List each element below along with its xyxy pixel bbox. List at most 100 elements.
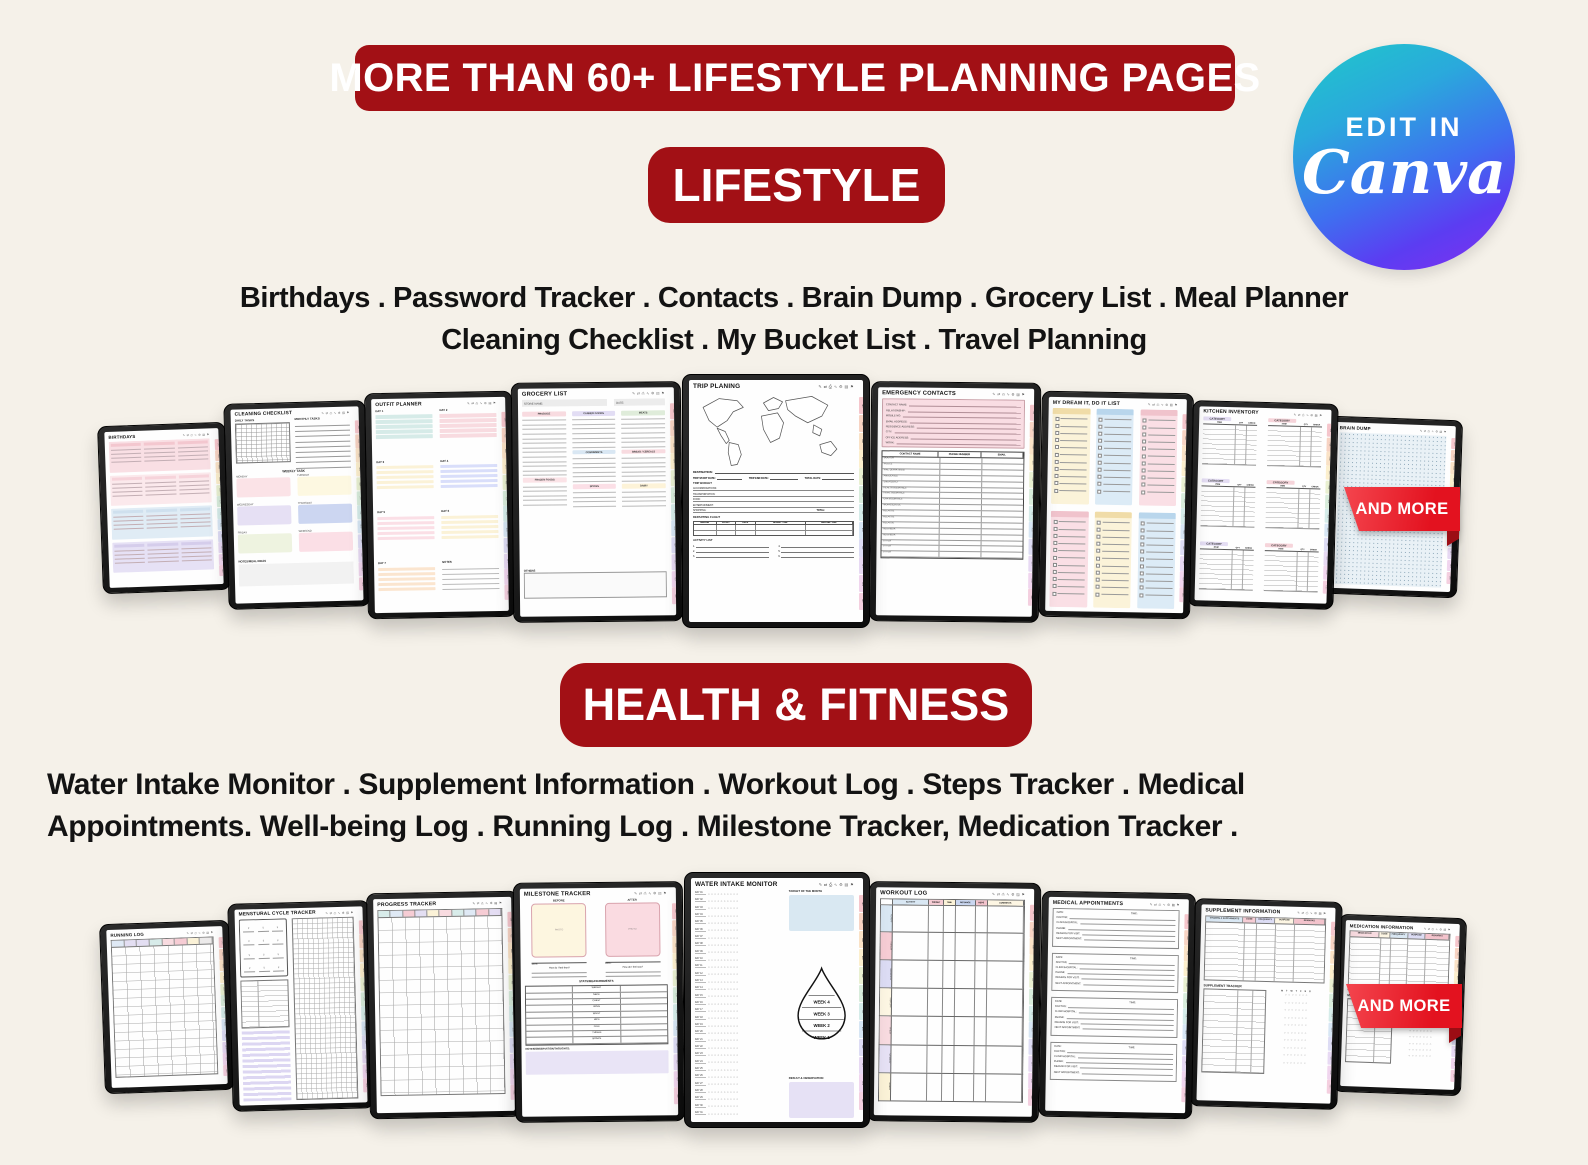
lifestyle-banner: LIFESTYLE bbox=[648, 147, 945, 223]
health-page-list: Water Intake Monitor . Supplement Inform… bbox=[47, 764, 1487, 848]
month-tab: JAN bbox=[354, 419, 360, 434]
month-tab: APR bbox=[672, 953, 677, 970]
month-tab: DEC bbox=[1179, 587, 1184, 603]
month-tab: APR bbox=[508, 959, 513, 975]
month-tab: DEC bbox=[1326, 1079, 1332, 1094]
month-tab: APR bbox=[1029, 455, 1034, 472]
svg-text:WEEK 4: WEEK 4 bbox=[813, 1000, 830, 1005]
month-tab: AUG bbox=[1182, 1024, 1187, 1040]
month-tab: JUL bbox=[357, 505, 362, 520]
month-tab: AUG bbox=[361, 1020, 366, 1035]
page-toolbar-icons: ✎ ⇄ ⎙ ∿ ⚙ ▤ ⚑ bbox=[818, 384, 854, 389]
tablet-screen: EMERGENCY CONTACTS ✎ ⇄ ⎙ ∿ ⚙ ▤ ⚑ JAN FEB MAR… bbox=[875, 387, 1035, 617]
month-tab: MAR bbox=[355, 448, 360, 463]
and-more-ribbon-lifestyle: AND MORE bbox=[1344, 487, 1460, 546]
month-tab: AUG bbox=[859, 521, 863, 539]
month-tab: DEC bbox=[358, 576, 364, 591]
month-tab: JAN bbox=[669, 403, 675, 420]
month-tab: SEP bbox=[361, 1035, 367, 1050]
month-tab: JAN bbox=[671, 903, 677, 920]
month-tab: SEP bbox=[1182, 1040, 1187, 1056]
month-tab: DEC bbox=[859, 592, 863, 610]
month-tab: FEB bbox=[859, 913, 863, 931]
page-toolbar-icons: ✎ ⇄ ⎙ ∿ ⚙ ▤ ⚑ bbox=[634, 891, 667, 896]
page-toolbar-icons: ✎ ⇄ ⎙ ∿ ⚙ ▤ ⚑ bbox=[186, 929, 214, 935]
health-fitness-banner: HEALTH & FITNESS bbox=[560, 663, 1032, 747]
month-tab: MAR bbox=[859, 432, 863, 450]
month-tab: NOV bbox=[1028, 1072, 1033, 1089]
month-tab: FEB bbox=[1326, 437, 1331, 452]
month-tab: SEP bbox=[673, 1037, 678, 1054]
month-tab: JUL bbox=[1182, 1008, 1187, 1024]
tablet-page-title: BRAIN DUMP bbox=[1339, 425, 1371, 432]
tablet-page-title: MY DREAM IT, DO IT LIST bbox=[1052, 399, 1121, 408]
month-tab: MAR bbox=[359, 948, 364, 963]
month-tab: DEC bbox=[504, 585, 509, 601]
tablet-grocery-list: GROCERY LIST ✎ ⇄ ⎙ ∿ ⚙ ▤ ⚑ JAN FEB MAR APR MAY… bbox=[510, 381, 684, 623]
month-tab: SEP bbox=[671, 537, 676, 554]
month-tab: MAR bbox=[1330, 950, 1335, 965]
month-tab: AUG bbox=[221, 1018, 226, 1030]
month-tab: MAY bbox=[1329, 979, 1334, 993]
month-tab: FEB bbox=[355, 434, 360, 448]
month-tab: NOV bbox=[1446, 559, 1452, 572]
tablet-page-body bbox=[108, 438, 215, 583]
tablet-outfit-planner: OUTFIT PLANNER ✎ ⇄ ⎙ ∿ ⚙ ▤ ⚑ JAN FEB MAR APR M… bbox=[364, 390, 516, 620]
month-tab: DEC bbox=[1322, 580, 1328, 595]
month-tab: AUG bbox=[1180, 524, 1185, 540]
month-tab: FEB bbox=[1454, 947, 1460, 960]
month-tab: OCT bbox=[673, 1054, 678, 1071]
month-tab: APR bbox=[502, 459, 507, 475]
month-tab: OCT bbox=[222, 1041, 227, 1053]
month-tab: MAR bbox=[672, 936, 677, 953]
month-tab: AUG bbox=[671, 520, 676, 537]
month-tab: JUN bbox=[220, 995, 226, 1007]
month-tab: DEC bbox=[673, 1087, 679, 1104]
month-tab: JUN bbox=[356, 491, 362, 506]
month-tab: JAN bbox=[501, 411, 506, 428]
month-tab: DEC bbox=[1450, 1069, 1455, 1082]
tablet-page-body bbox=[377, 907, 506, 1109]
page-toolbar-icons: ✎ ⇄ ⎙ ∿ ⚙ ▤ ⚑ bbox=[1293, 412, 1323, 418]
tablet-page-body: DAY 01 ○ ○ ○ ○ ○ ○ ○ ○ ○ ○ DAY 02 ○ ○ ○ ○ ○… bbox=[695, 890, 854, 1118]
month-tab: NOV bbox=[1323, 565, 1328, 580]
tablet-screen: RUNNING LOG ✎ ⇄ ⎙ ∿ ⚙ ▤ ⚑ JAN FEB MAR APR MAY J… bbox=[106, 926, 228, 1088]
tablet-page-title: MEDICAL APPOINTMENTS bbox=[1052, 899, 1124, 908]
tablet-cleaning-checklist: CLEANING CHECKLIST ✎ ⇄ ⎙ ∿ ⚙ ▤ ⚑ JAN FEB MAR… bbox=[223, 400, 371, 610]
month-tab: MAR bbox=[507, 943, 513, 959]
month-tab: APR bbox=[670, 453, 675, 470]
month-tab: JAN bbox=[1029, 404, 1035, 421]
month-tab: JUN bbox=[502, 490, 508, 506]
tablet-page-body: ACTIVITY WEIGHT TIME DISTANCE REPS COMMENTS MO… bbox=[877, 898, 1026, 1113]
month-tab: MAY bbox=[502, 474, 507, 491]
tablet-screen: MENSTURAL CYCLE TRACKER ✎ ⇄ ⎙ ∿ ⚙ ▤ ⚑ JAN F… bbox=[234, 906, 368, 1106]
month-tab: APR bbox=[1449, 474, 1455, 486]
month-tab: AUG bbox=[503, 522, 508, 538]
page-toolbar-icons: ✎ ⇄ ⎙ ∿ ⚙ ▤ ⚑ bbox=[1419, 428, 1447, 434]
tablet-page-title: WORKOUT LOG bbox=[880, 890, 928, 897]
month-tab: JUN bbox=[1324, 494, 1330, 509]
month-tab: OCT bbox=[1323, 551, 1328, 566]
page-toolbar-icons: ✎ ⇄ ⎙ ∿ ⚙ ▤ ⚑ bbox=[818, 882, 854, 887]
tablet-kitchen-inventory: KITCHEN INVENTORY ✎ ⇄ ⎙ ∿ ⚙ ▤ ⚑ JAN FEB MAR A… bbox=[1187, 400, 1339, 610]
month-tab: OCT bbox=[503, 553, 509, 569]
tablet-screen: SUPPLEMENT INFORMATION ✎ ⇄ ⎙ ∿ ⚙ ▤ ⚑ JAN FE… bbox=[1196, 904, 1336, 1104]
month-tab: JUL bbox=[1328, 1007, 1333, 1022]
month-tab: JUN bbox=[1028, 488, 1034, 505]
month-tab: FEB bbox=[501, 427, 506, 443]
month-tab: JUN bbox=[670, 486, 676, 504]
month-tab: OCT bbox=[1028, 1055, 1033, 1072]
tablet-progress-tracker: PROGRESS TRACKER ✎ ⇄ ⎙ ∿ ⚙ ▤ ⚑ JAN FEB MAR AP… bbox=[366, 890, 522, 1120]
month-tab: OCT bbox=[859, 557, 863, 575]
month-tab: DEC bbox=[671, 587, 677, 604]
month-tab: AUG bbox=[859, 1020, 863, 1038]
month-tab: NOV bbox=[1181, 1071, 1186, 1087]
canva-badge: EDIT IN Canva bbox=[1293, 44, 1515, 270]
month-tab: JAN bbox=[1029, 904, 1035, 921]
month-tab: OCT bbox=[1451, 1045, 1456, 1058]
